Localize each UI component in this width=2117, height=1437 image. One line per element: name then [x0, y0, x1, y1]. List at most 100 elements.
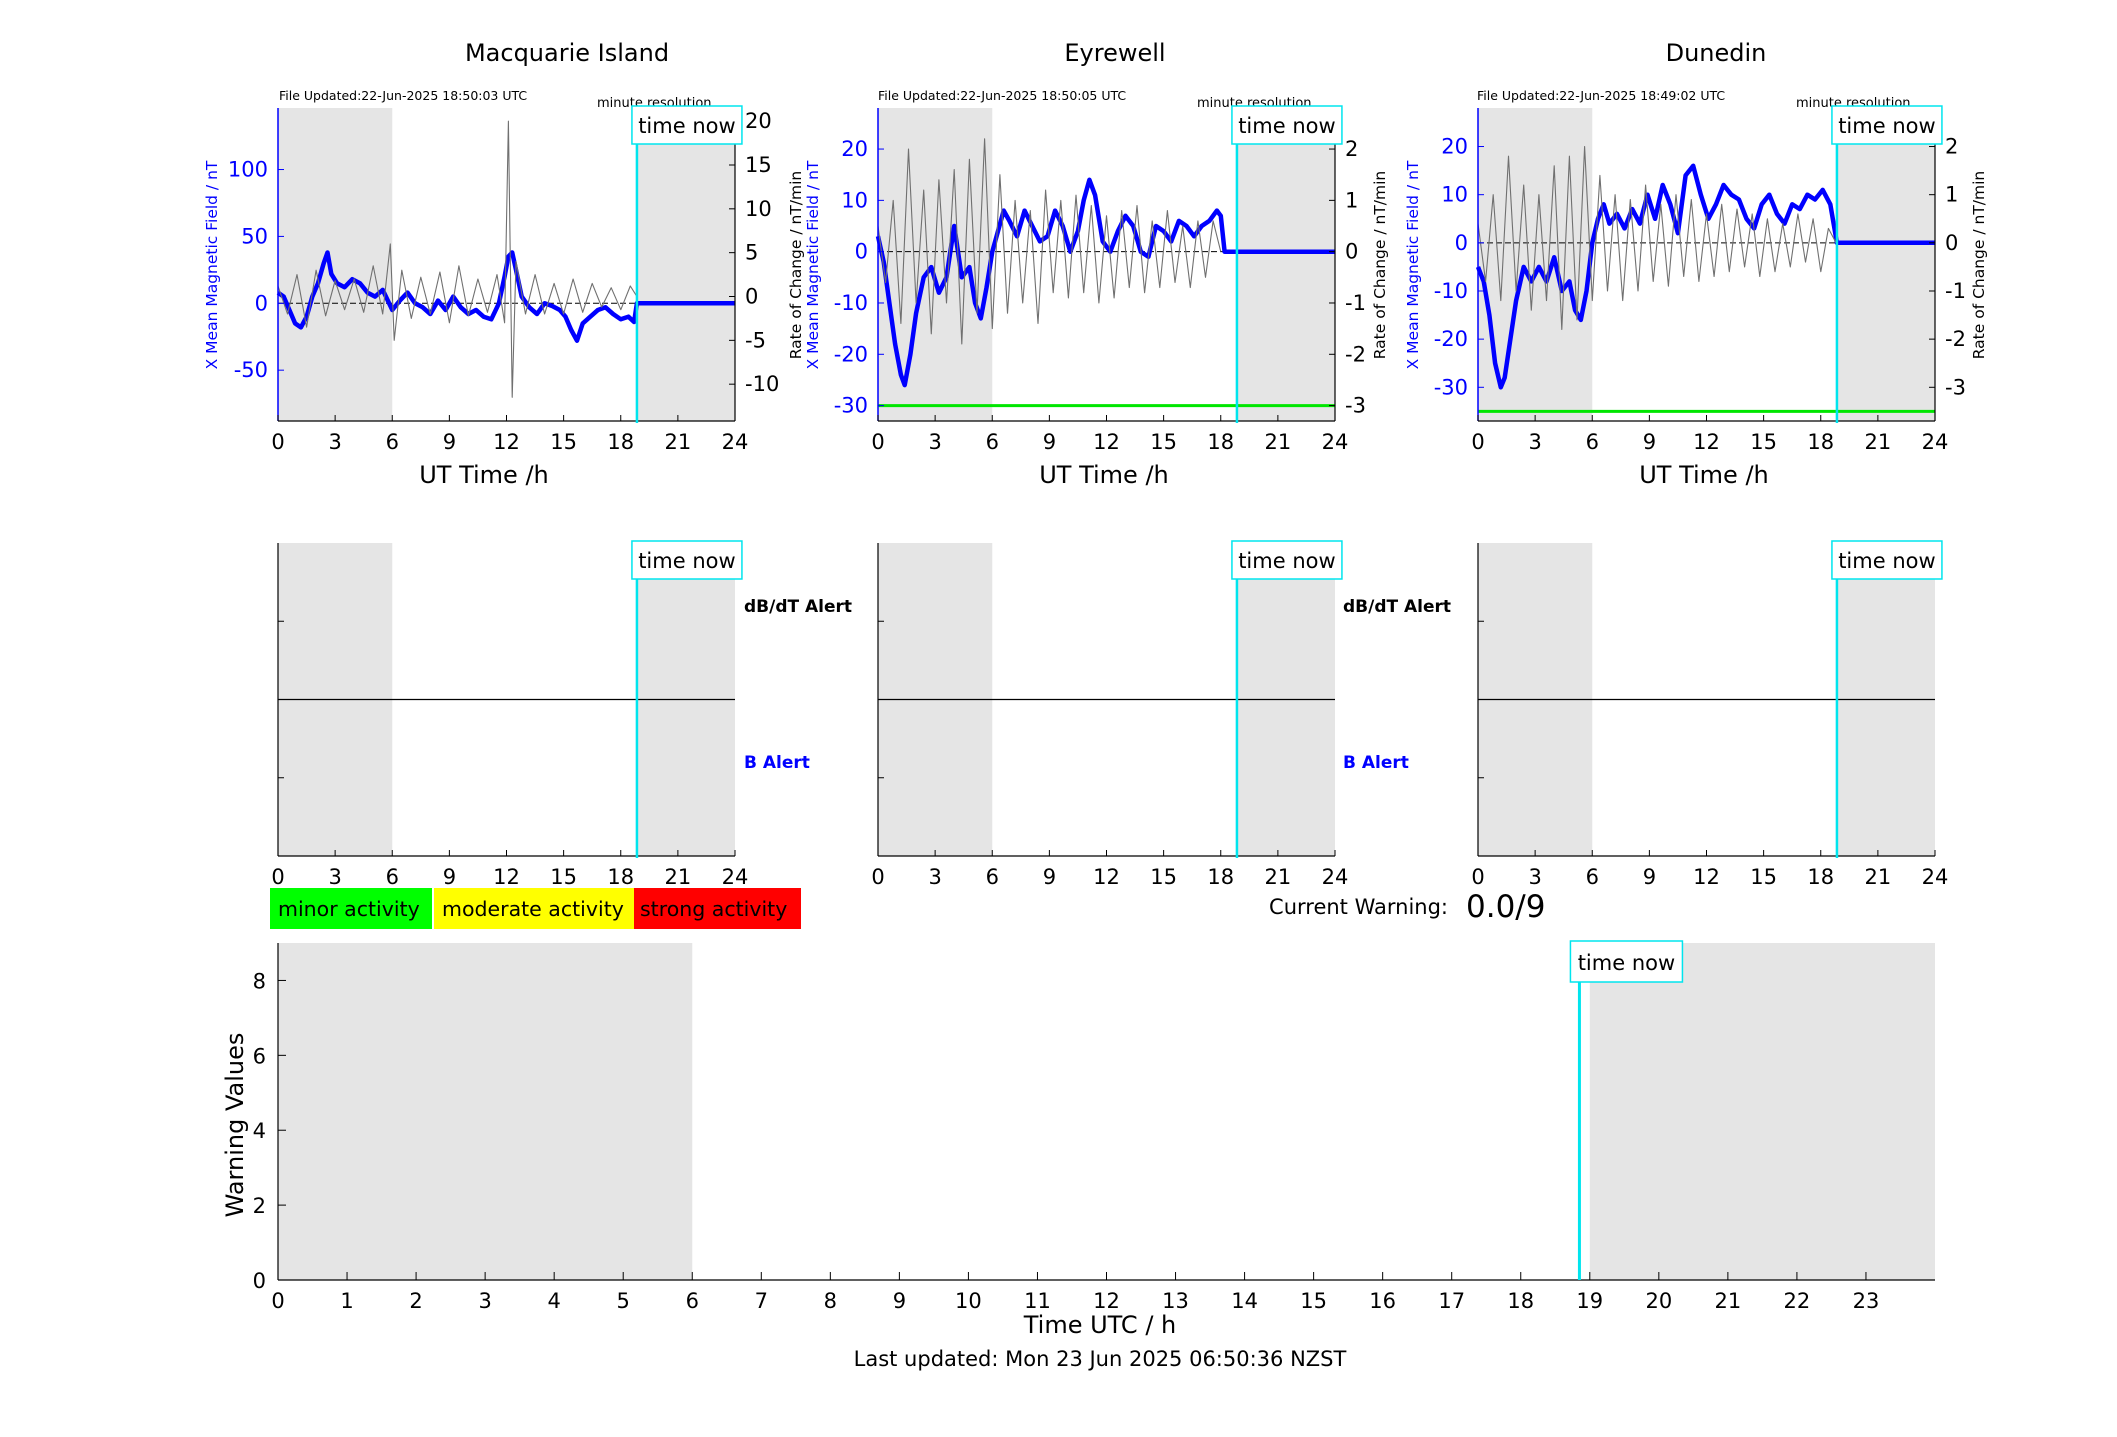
y-tick-label-right: -2 [1345, 342, 1366, 366]
y-tick-label: 6 [253, 1044, 266, 1068]
x-tick-label: 21 [1265, 430, 1292, 454]
y-tick-label: 4 [253, 1119, 266, 1143]
legend-swatch-strong [634, 888, 801, 929]
warning-y-axis-label: Warning Values [221, 1033, 249, 1218]
time-now-label: time now [1238, 114, 1335, 138]
x-tick-label: 15 [550, 430, 577, 454]
x-tick-label: 6 [986, 865, 999, 889]
rate-series-line [277, 120, 638, 398]
x-tick-label: 18 [607, 865, 634, 889]
y-tick-label-right: 2 [1345, 137, 1358, 161]
x-tick-label: 18 [1807, 430, 1834, 454]
y-tick-label: 0 [253, 1269, 266, 1293]
x-tick-label: 9 [893, 1289, 906, 1313]
alert-plot: 0 3 6 9 12 15 18 21 24 time now [271, 540, 749, 889]
y-tick-label-left: -50 [234, 358, 268, 382]
warning-timeline: 0 1 2 3 4 5 6 7 8 9 10 11 12 13 14 15 16 17 18 19 20 21 22 2302… [221, 940, 1935, 1339]
x-tick-label: 12 [1693, 430, 1720, 454]
x-tick-label: 1 [340, 1289, 353, 1313]
time-now-label: time now [1838, 114, 1935, 138]
rate-series-line [1477, 145, 1837, 331]
night-shading [1589, 943, 1935, 1280]
x-tick-label: 6 [386, 865, 399, 889]
y-tick-label-right: 1 [1345, 188, 1358, 212]
x-tick-label: 9 [1643, 430, 1656, 454]
y-tick-label-left: -20 [1434, 327, 1468, 351]
x-tick-label: 15 [1750, 430, 1777, 454]
time-now-box [1231, 105, 1343, 145]
time-now-box [1569, 940, 1684, 983]
y-tick-label-left: -10 [1434, 279, 1468, 303]
y-tick-label-left: -10 [834, 291, 868, 315]
y-tick-label-right: 15 [745, 153, 772, 177]
x-tick-label: 0 [871, 430, 884, 454]
x-tick-label: 17 [1438, 1289, 1465, 1313]
y-tick-label-right: -3 [1345, 394, 1366, 418]
night-shading [1237, 108, 1335, 421]
y-axis-label-left: X Mean Magnetic Field / nT [804, 160, 822, 369]
x-tick-label: 15 [1300, 1289, 1327, 1313]
x-tick-label: 24 [722, 865, 749, 889]
dbdt-alert-label: dB/dT Alert [744, 597, 852, 617]
x-tick-label: 21 [1865, 430, 1892, 454]
time-now-label: time now [1838, 549, 1935, 573]
x-tick-label: 3 [328, 430, 341, 454]
x-tick-label: 7 [755, 1289, 768, 1313]
x-axis-label: UT Time /h [1039, 461, 1169, 489]
x-tick-label: 3 [928, 430, 941, 454]
night-shading [1478, 108, 1593, 421]
file-updated-label: File Updated:22-Jun-2025 18:49:02 UTC [1477, 88, 1725, 103]
x-tick-label: 12 [493, 865, 520, 889]
x-tick-label: 21 [1865, 865, 1892, 889]
y-tick-label-right: -1 [1945, 279, 1966, 303]
x-tick-label: 18 [1507, 1289, 1534, 1313]
y-tick-label-right: -5 [745, 328, 766, 352]
x-tick-label: 12 [1093, 1289, 1120, 1313]
x-tick-label: 2 [409, 1289, 422, 1313]
x-tick-label: 24 [1322, 865, 1349, 889]
station-title: Eyrewell [1064, 39, 1165, 67]
y-tick-label-right: 5 [745, 241, 758, 265]
legend-label-moderate: moderate activity [442, 897, 624, 921]
x-tick-label: 12 [1693, 865, 1720, 889]
y-tick-label-right: -10 [745, 372, 779, 396]
x-tick-label: 0 [271, 430, 284, 454]
station-title: Dunedin [1666, 39, 1767, 67]
x-tick-label: 9 [1043, 865, 1056, 889]
x-tick-label: 15 [1150, 865, 1177, 889]
legend-label-strong: strong activity [640, 897, 787, 921]
x-tick-label: 9 [443, 430, 456, 454]
x-tick-label: 18 [607, 430, 634, 454]
b-alert-label: B Alert [744, 753, 810, 773]
x-tick-label: 3 [1528, 430, 1541, 454]
night-shading [637, 108, 735, 421]
y-tick-label-left: -20 [834, 342, 868, 366]
x-tick-label: 13 [1162, 1289, 1189, 1313]
y-tick-label-right: -1 [1345, 291, 1366, 315]
x-tick-label: 6 [1586, 430, 1599, 454]
time-now-box [1831, 540, 1943, 580]
current-warning-value: 0.0/9 [1466, 889, 1545, 925]
x-tick-label: 0 [271, 865, 284, 889]
magnetic-field-plot: 0 3 6 9 12 15 18 21 24-50050100-10-505101520time… [228, 105, 779, 454]
y-tick-label-left: 20 [1441, 135, 1468, 159]
time-now-label: time now [638, 549, 735, 573]
y-tick-label-left: 0 [255, 291, 268, 315]
warning-x-axis-label: Time UTC / h [1023, 1311, 1177, 1339]
x-tick-label: 18 [1807, 865, 1834, 889]
legend-label-minor: minor activity [278, 897, 420, 921]
file-updated-label: File Updated:22-Jun-2025 18:50:05 UTC [878, 88, 1126, 103]
x-tick-label: 3 [478, 1289, 491, 1313]
x-axis-label: UT Time /h [1639, 461, 1769, 489]
x-tick-label: 18 [1207, 865, 1234, 889]
x-tick-label: 3 [928, 865, 941, 889]
y-tick-label-left: 50 [241, 224, 268, 248]
x-tick-label: 15 [1150, 430, 1177, 454]
x-tick-label: 10 [955, 1289, 982, 1313]
x-tick-label: 9 [443, 865, 456, 889]
field-series-line [875, 177, 1335, 388]
legend-swatch-minor [270, 888, 432, 929]
x-tick-label: 12 [493, 430, 520, 454]
current-warning: Current Warning: 0.0/9 [1269, 889, 1545, 925]
